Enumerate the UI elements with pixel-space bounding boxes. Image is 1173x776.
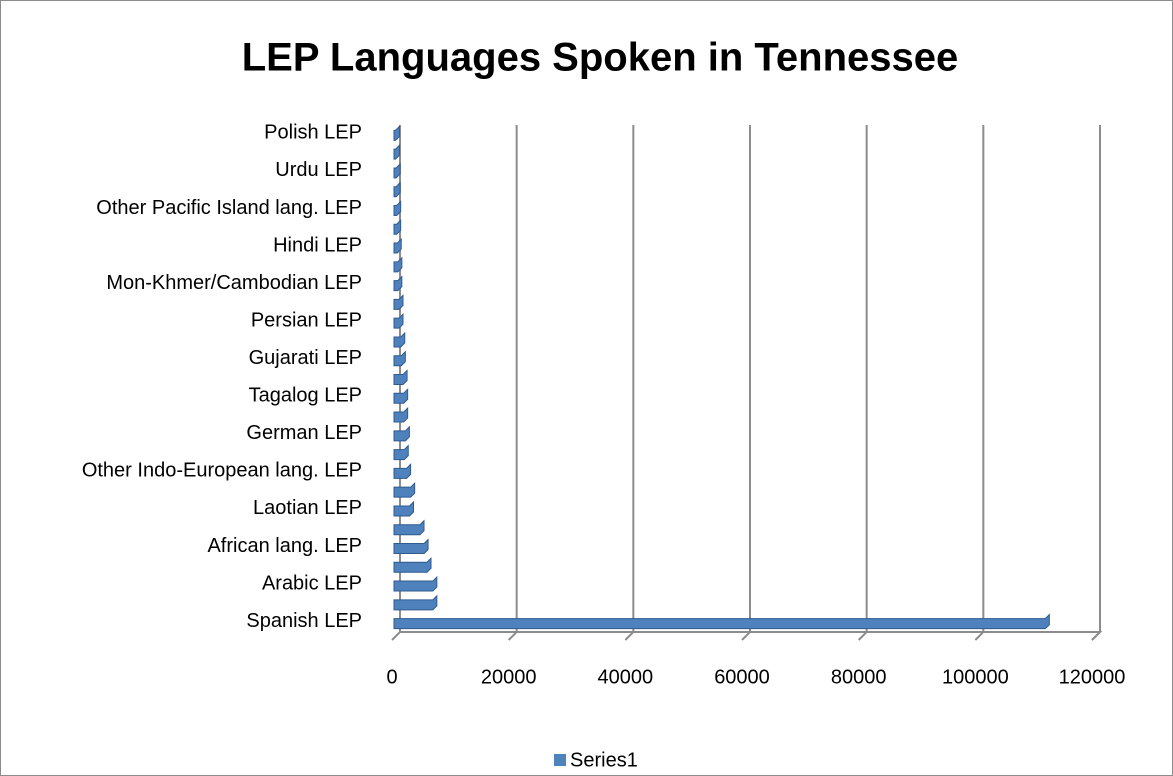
legend-swatch [554,754,566,766]
bar [393,481,416,498]
bar [393,181,401,198]
y-tick-label: Polish LEP [264,122,362,144]
bar [393,594,438,611]
bar [393,219,402,235]
bar [393,388,409,404]
bar [393,519,425,536]
bar [393,312,404,329]
bar [393,200,402,216]
bar [393,369,408,385]
x-tick-label: 60000 [714,666,770,688]
x-tick-label: 120000 [1059,666,1126,688]
y-tick-label: Laotian LEP [253,497,362,519]
bar [393,350,406,367]
bar [393,425,410,442]
y-tick-label: Gujarati LEP [249,347,362,369]
bar [393,538,429,554]
y-tick-label: Spanish LEP [246,610,362,632]
y-tick-label: Mon-Khmer/Cambodian LEP [106,272,362,294]
bar [393,557,432,573]
x-tick-label: 0 [386,666,397,688]
chart-title: LEP Languages Spoken in Tennessee [242,36,959,80]
bar [393,444,409,461]
y-tick-label: Hindi LEP [273,234,362,256]
bar [393,294,404,310]
bar [393,331,406,348]
bar [393,143,400,160]
bar [393,463,412,479]
bar [393,275,403,292]
bar [393,500,414,517]
bar [393,613,1050,630]
bar [393,256,403,273]
bar [393,237,402,254]
bar [393,125,400,141]
bar [393,406,409,423]
x-tick-label: 100000 [942,666,1009,688]
y-tick-label: Urdu LEP [275,159,362,181]
bar [393,575,438,592]
legend-label: Series1 [570,749,638,771]
y-tick-label: Persian LEP [251,309,362,331]
x-tick-label: 20000 [481,666,537,688]
x-tick-label: 40000 [598,666,654,688]
floor-line [400,631,1103,641]
y-tick-label: Other Indo-European lang. LEP [82,460,362,482]
y-tick-label: Tagalog LEP [249,385,362,407]
y-tick-label: African lang. LEP [207,535,362,557]
x-tick-label: 80000 [831,666,887,688]
y-tick-label: German LEP [246,422,362,444]
y-tick-label: Other Pacific Island lang. LEP [96,197,362,219]
bar [393,162,401,179]
y-tick-label: Arabic LEP [262,572,362,594]
